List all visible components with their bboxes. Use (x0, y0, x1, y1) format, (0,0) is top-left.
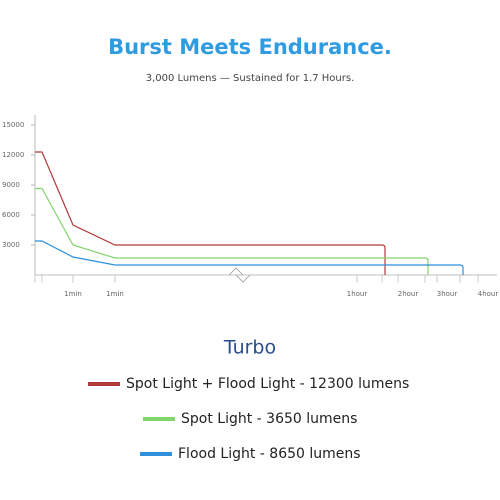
y-tick-label: 15000 (2, 121, 24, 129)
y-tick-label: 9000 (2, 181, 20, 189)
legend-label: Spot Light - 3650 lumens (181, 411, 357, 427)
x-tick-label: 1min (106, 290, 124, 298)
x-tick-label: 2hour (398, 290, 419, 298)
y-tick-label: 6000 (2, 211, 20, 219)
series-end-drop (381, 244, 386, 275)
chart-subtitle: 3,000 Lumens — Sustained for 1.7 Hours. (146, 73, 355, 84)
series-line (35, 151, 382, 246)
x-tick-label: 1min (64, 290, 82, 298)
x-tick-label: 1hour (347, 290, 368, 298)
y-tick-label: 3000 (2, 241, 20, 249)
series-line (35, 240, 460, 266)
legend-label: Spot Light + Flood Light - 12300 lumens (126, 376, 409, 392)
x-tick-label: 4hour (478, 290, 499, 298)
axis-break (228, 267, 251, 283)
legend-label: Flood Light - 8650 lumens (178, 446, 361, 462)
legend-title: Turbo (223, 337, 276, 359)
y-tick-label: 12000 (2, 151, 24, 159)
x-tick-label: 3hour (437, 290, 458, 298)
series-line (35, 187, 425, 259)
chart-title: Burst Meets Endurance. (108, 35, 392, 59)
series-end-drop (424, 257, 429, 275)
series-end-drop (459, 264, 464, 275)
